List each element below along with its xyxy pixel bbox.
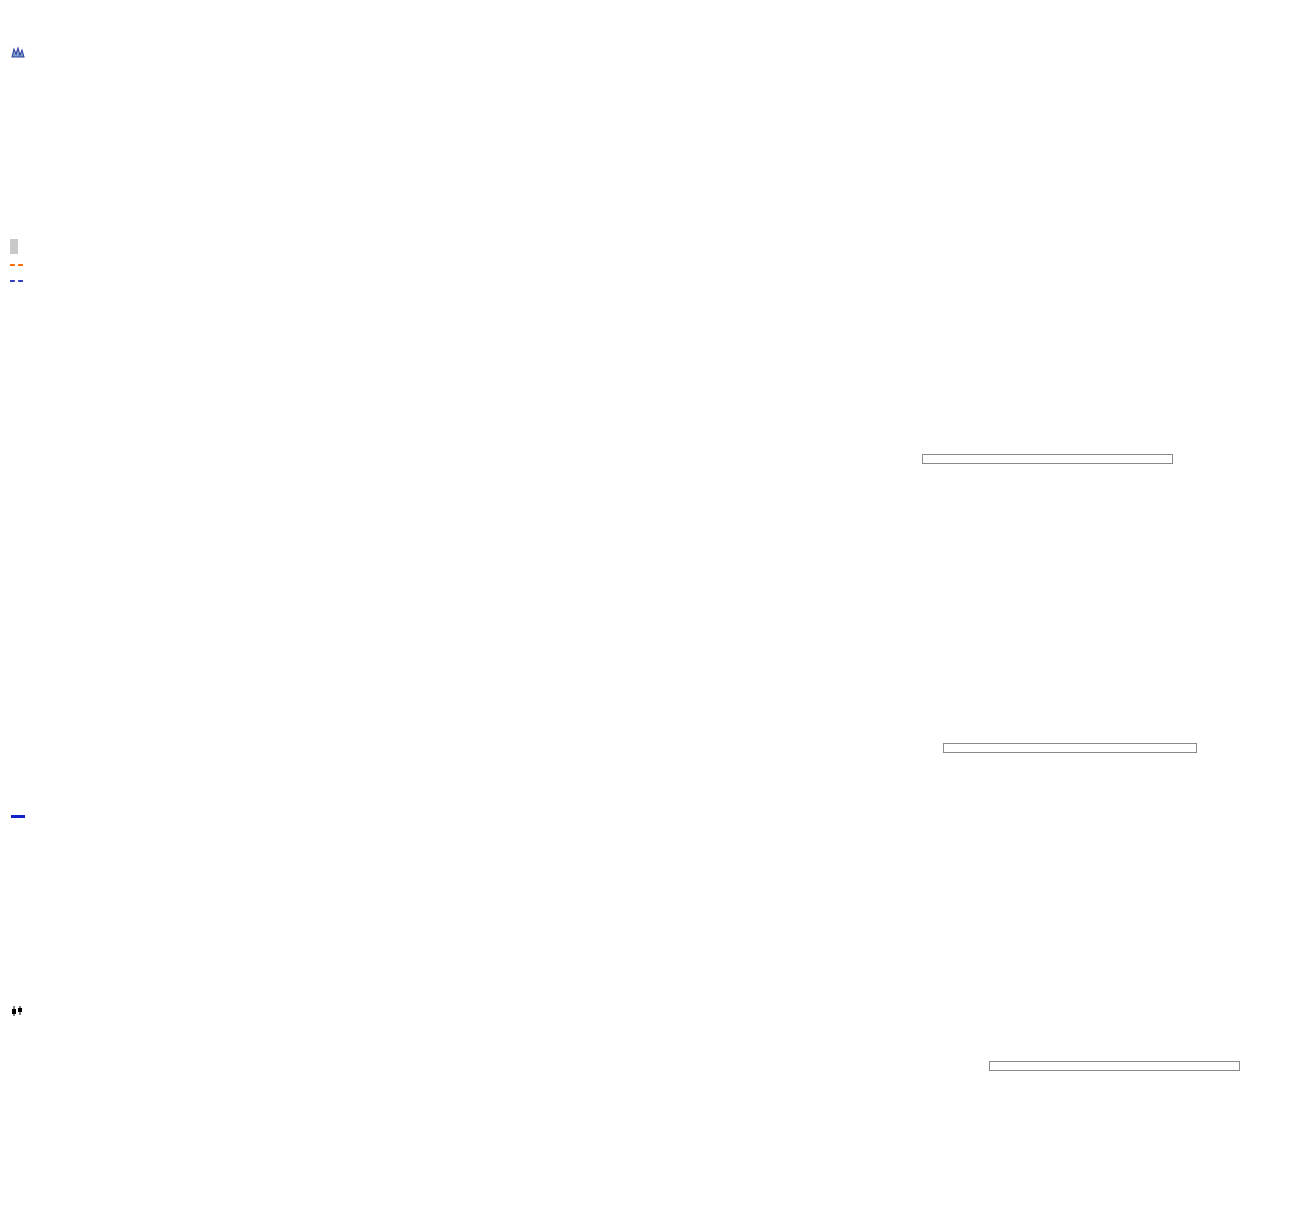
- annotation-volatility: [989, 1061, 1240, 1071]
- crosshair-tooltip: [10, 239, 18, 254]
- ma13-swatch-icon: [10, 263, 23, 266]
- area-indicator-icon: [11, 46, 25, 58]
- quote-line: [1250, 21, 1303, 36]
- ma34-legend: [10, 273, 27, 287]
- annotation-moving-average: [922, 454, 1173, 464]
- ma13-legend: [10, 257, 27, 271]
- annotation-negative-divergence: [943, 743, 1197, 753]
- vix-legend: [10, 1004, 27, 1019]
- macd-swatch-icon: [11, 815, 25, 819]
- candlestick-icon: [12, 1006, 22, 1016]
- chart-title: [8, 1, 12, 23]
- price-legend: [10, 238, 20, 255]
- ma34-swatch-icon: [10, 279, 23, 282]
- williams-r-legend: [11, 45, 28, 60]
- macd-legend: [11, 808, 30, 823]
